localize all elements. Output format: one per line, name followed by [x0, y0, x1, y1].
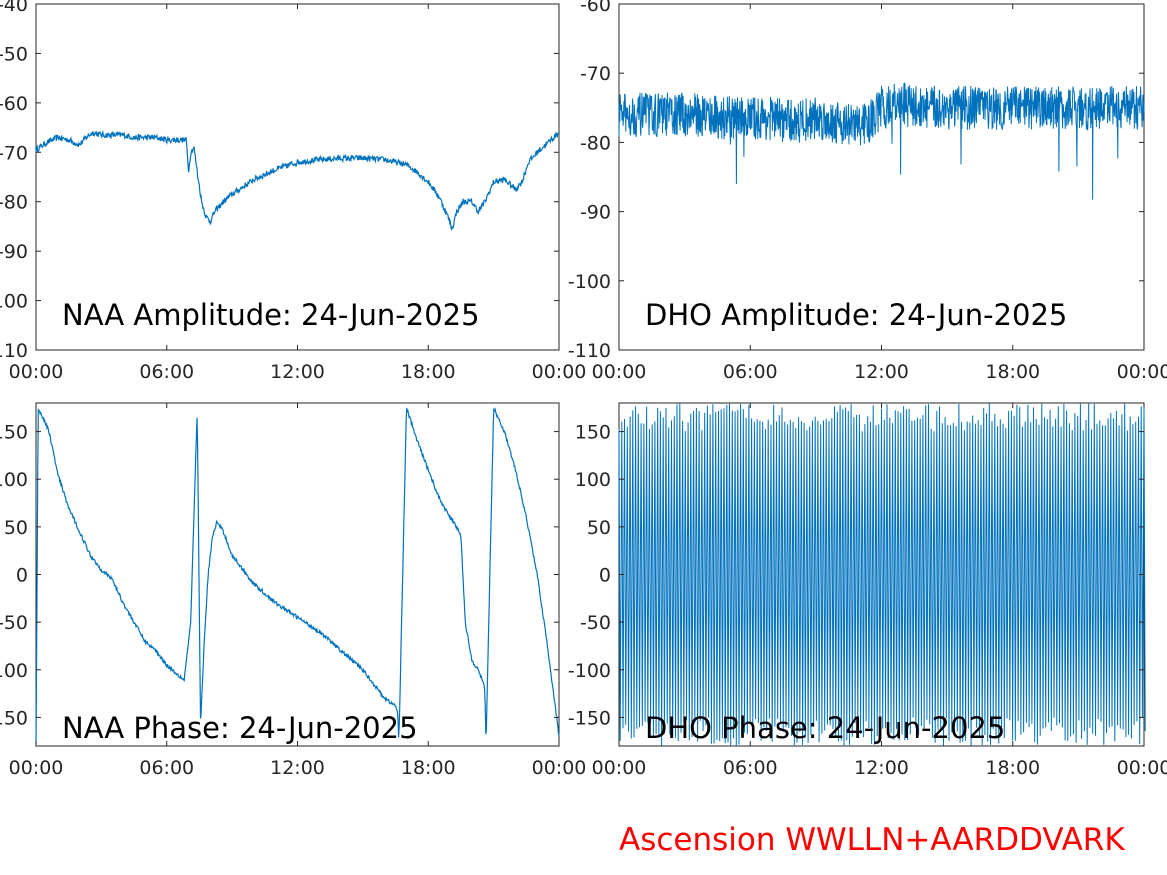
panel-title: DHO Amplitude: 24-Jun-2025 [645, 298, 1067, 332]
y-tick-label: -100 [568, 271, 611, 293]
panel-naa-amplitude: -110 -100 -90 -80 -70 -60 -50 -40 00:00 06:00 12:… [0, 0, 586, 383]
x-tick-label: 18:00 [401, 361, 456, 383]
x-tick-label: 00:00 [1117, 361, 1167, 383]
x-tick-label: 18:00 [985, 757, 1040, 779]
y-tick-label: -80 [0, 192, 28, 214]
x-tick-label: 12:00 [270, 757, 325, 779]
y-axis-ticks: -110 -100 -90 -80 -70 -60 -50 -40 [0, 0, 559, 362]
y-tick-label: -150 [0, 707, 28, 729]
y-tick-label: -60 [580, 0, 611, 16]
x-axis-ticks: 00:00 06:00 12:00 18:00 00:00 [592, 403, 1167, 779]
y-axis-ticks: -150 -100 -50 0 50 100 150 [0, 422, 559, 729]
y-tick-label: -150 [568, 707, 611, 729]
station-caption: Ascension WWLLN+AARDDVARK [619, 822, 1125, 858]
y-tick-label: -110 [0, 340, 28, 362]
y-axis-ticks: -150 -100 -50 0 50 100 150 [568, 422, 1144, 729]
x-axis-ticks: 00:00 06:00 12:00 18:00 00:00 [9, 403, 587, 779]
x-tick-label: 06:00 [723, 361, 778, 383]
naa-phase-trace [35, 407, 560, 745]
x-axis-ticks: 00:00 06:00 12:00 18:00 00:00 [592, 4, 1167, 383]
y-tick-label: -90 [580, 202, 611, 224]
y-tick-label: -60 [0, 93, 28, 115]
x-tick-label: 06:00 [139, 361, 194, 383]
panel-dho-phase: -150 -100 -50 0 50 100 150 00:00 06:00 12:00 18:0… [568, 402, 1167, 779]
y-tick-label: -100 [0, 291, 28, 313]
plot-box [35, 3, 560, 351]
y-tick-label: 100 [575, 469, 611, 491]
panel-title: NAA Amplitude: 24-Jun-2025 [62, 298, 480, 332]
y-tick-label: -70 [580, 63, 611, 85]
dho-phase-trace [618, 403, 1146, 746]
naa-amplitude-trace [35, 130, 560, 232]
x-axis-ticks: 00:00 06:00 12:00 18:00 00:00 [9, 4, 587, 383]
x-tick-label: 00:00 [592, 757, 647, 779]
plot-box [618, 3, 1145, 351]
plot-box [35, 402, 560, 747]
y-tick-label: -80 [580, 132, 611, 154]
y-axis-ticks: -110 -100 -90 -80 -70 -60 [568, 0, 1144, 362]
y-tick-label: 150 [575, 422, 611, 444]
y-tick-label: 50 [4, 517, 28, 539]
x-tick-label: 06:00 [723, 757, 778, 779]
x-tick-label: 12:00 [854, 757, 909, 779]
y-tick-label: 150 [0, 422, 28, 444]
y-tick-label: -70 [0, 142, 28, 164]
x-tick-label: 12:00 [854, 361, 909, 383]
y-tick-label: -100 [0, 660, 28, 682]
x-tick-label: 00:00 [532, 361, 587, 383]
panel-title: DHO Phase: 24-Jun-2025 [645, 711, 1005, 745]
x-tick-label: 00:00 [1117, 757, 1167, 779]
panel-title: NAA Phase: 24-Jun-2025 [62, 711, 418, 745]
y-tick-label: 0 [16, 565, 28, 587]
panel-naa-phase: -150 -100 -50 0 50 100 150 00:00 06:00 12:00 18:0… [0, 402, 587, 779]
y-tick-label: 0 [599, 565, 611, 587]
y-tick-label: -100 [568, 660, 611, 682]
y-tick-label: -50 [0, 612, 28, 634]
x-tick-label: 00:00 [9, 361, 64, 383]
y-tick-label: -90 [0, 241, 28, 263]
x-tick-label: 06:00 [139, 757, 194, 779]
dho-amplitude-trace [618, 82, 1145, 200]
y-tick-label: -110 [568, 340, 611, 362]
x-tick-label: 00:00 [532, 757, 587, 779]
y-tick-label: 100 [0, 469, 28, 491]
x-tick-label: 18:00 [401, 757, 456, 779]
x-tick-label: 18:00 [985, 361, 1040, 383]
y-tick-label: -50 [0, 43, 28, 65]
y-tick-label: -50 [580, 612, 611, 634]
y-tick-label: 50 [587, 517, 611, 539]
x-tick-label: 12:00 [270, 361, 325, 383]
panel-dho-amplitude: -110 -100 -90 -80 -70 -60 00:00 06:00 12:00 18:0… [568, 0, 1167, 383]
x-tick-label: 00:00 [592, 361, 647, 383]
y-tick-label: -40 [0, 0, 28, 16]
x-tick-label: 00:00 [9, 757, 64, 779]
